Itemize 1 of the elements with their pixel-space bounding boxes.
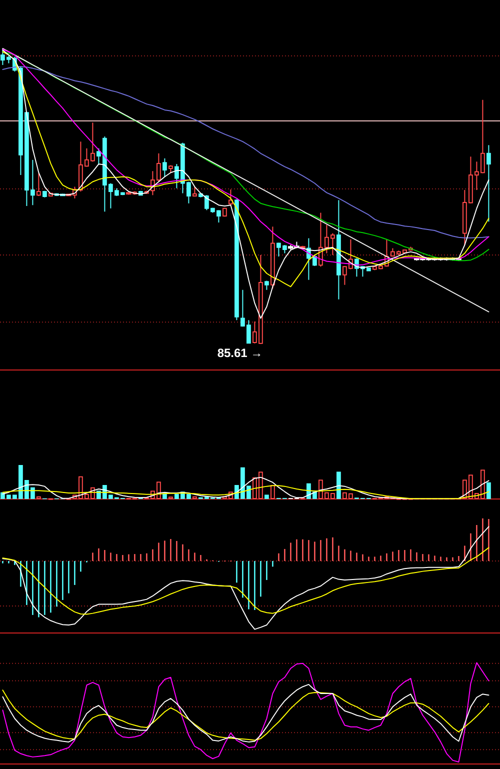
text: 85.61 → bbox=[217, 346, 263, 360]
